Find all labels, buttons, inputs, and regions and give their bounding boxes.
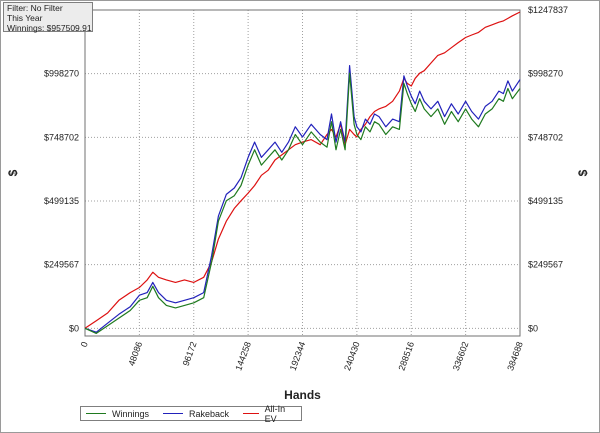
legend-item-allin-ev: All-In EV bbox=[243, 404, 292, 424]
plot-border bbox=[84, 9, 521, 337]
legend-label-allin-ev: All-In EV bbox=[264, 403, 286, 424]
y-tick-label-right: $748702 bbox=[528, 132, 563, 142]
chart-legend: Winnings Rakeback All-In EV bbox=[80, 404, 302, 424]
x-tick-label: 384688 bbox=[505, 340, 525, 372]
legend-swatch-winnings bbox=[86, 413, 106, 414]
winnings-label: Winnings: $957509.91 bbox=[7, 23, 92, 33]
legend-label-winnings: Winnings bbox=[112, 408, 150, 419]
x-tick-label: 288516 bbox=[396, 340, 416, 372]
filter-info-box: Filter: No Filter This Year Winnings: $9… bbox=[3, 2, 93, 33]
x-tick-label: 0 bbox=[79, 340, 90, 348]
x-tick-label: 48086 bbox=[126, 340, 144, 367]
x-tick-label: 144258 bbox=[233, 340, 253, 372]
y-tick-label-right: $249567 bbox=[528, 260, 563, 270]
legend-swatch-rakeback bbox=[163, 413, 184, 414]
y-tick-label-right: $499135 bbox=[528, 196, 563, 206]
series-line-winnings bbox=[84, 72, 521, 334]
y-tick-label-left: $249567 bbox=[44, 260, 79, 270]
y-axis-title-left: $ bbox=[6, 169, 20, 176]
x-tick-label: 336602 bbox=[451, 340, 471, 372]
legend-item-rakeback: Rakeback bbox=[163, 409, 229, 419]
series-line-rakeback bbox=[84, 64, 521, 333]
y-tick-label-left: $499135 bbox=[44, 196, 79, 206]
legend-label-rakeback: Rakeback bbox=[189, 408, 230, 419]
y-axis-title-right: $ bbox=[576, 169, 590, 176]
y-tick-label-right: $1247837 bbox=[528, 5, 568, 15]
y-tick-label-left: $998270 bbox=[44, 69, 79, 79]
y-tick-label-left: $748702 bbox=[44, 132, 79, 142]
y-tick-label-right: $998270 bbox=[528, 69, 563, 79]
period-label: This Year bbox=[7, 13, 43, 23]
y-tick-label-left: $0 bbox=[69, 323, 79, 333]
legend-item-winnings: Winnings bbox=[86, 409, 149, 419]
x-tick-label: 240430 bbox=[342, 340, 362, 372]
legend-swatch-allin-ev bbox=[243, 413, 259, 414]
x-axis-title: Hands bbox=[284, 388, 321, 402]
filter-label: Filter: No Filter bbox=[7, 3, 63, 13]
x-tick-label: 96172 bbox=[181, 340, 199, 367]
x-tick-label: 192344 bbox=[288, 340, 308, 372]
y-tick-label-right: $0 bbox=[528, 323, 538, 333]
